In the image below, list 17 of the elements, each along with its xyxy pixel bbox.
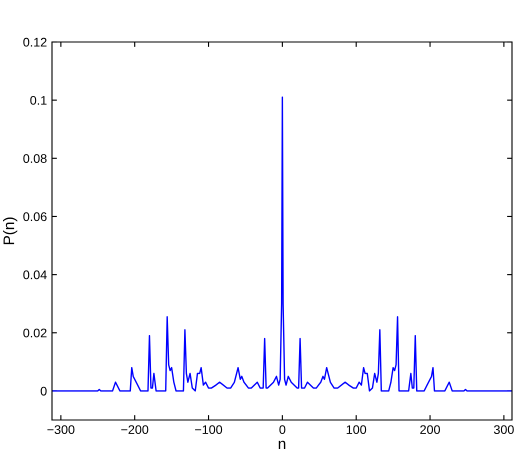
x-tick-label: 200 (420, 425, 440, 434)
y-tick-label: 0.04 (23, 270, 47, 280)
x-tick-label: −100 (195, 425, 222, 434)
x-tick-label: 0 (279, 425, 286, 434)
x-tick-label: 300 (494, 425, 514, 434)
line-series (52, 96, 512, 392)
y-tick-label: 0.02 (23, 328, 47, 338)
y-tick-label: 0.06 (23, 212, 47, 222)
y-axis-title: P(n) (3, 218, 18, 244)
y-tick-label: 0.08 (23, 154, 47, 163)
y-tick-label: 0 (40, 386, 47, 396)
x-tick-label: −200 (121, 425, 148, 434)
x-tick-label: 100 (346, 425, 366, 434)
x-tick-label: −300 (47, 425, 74, 434)
y-tick-label: 0.12 (23, 38, 47, 47)
x-axis-title: n (278, 440, 286, 449)
y-tick-label: 0.1 (30, 96, 47, 105)
